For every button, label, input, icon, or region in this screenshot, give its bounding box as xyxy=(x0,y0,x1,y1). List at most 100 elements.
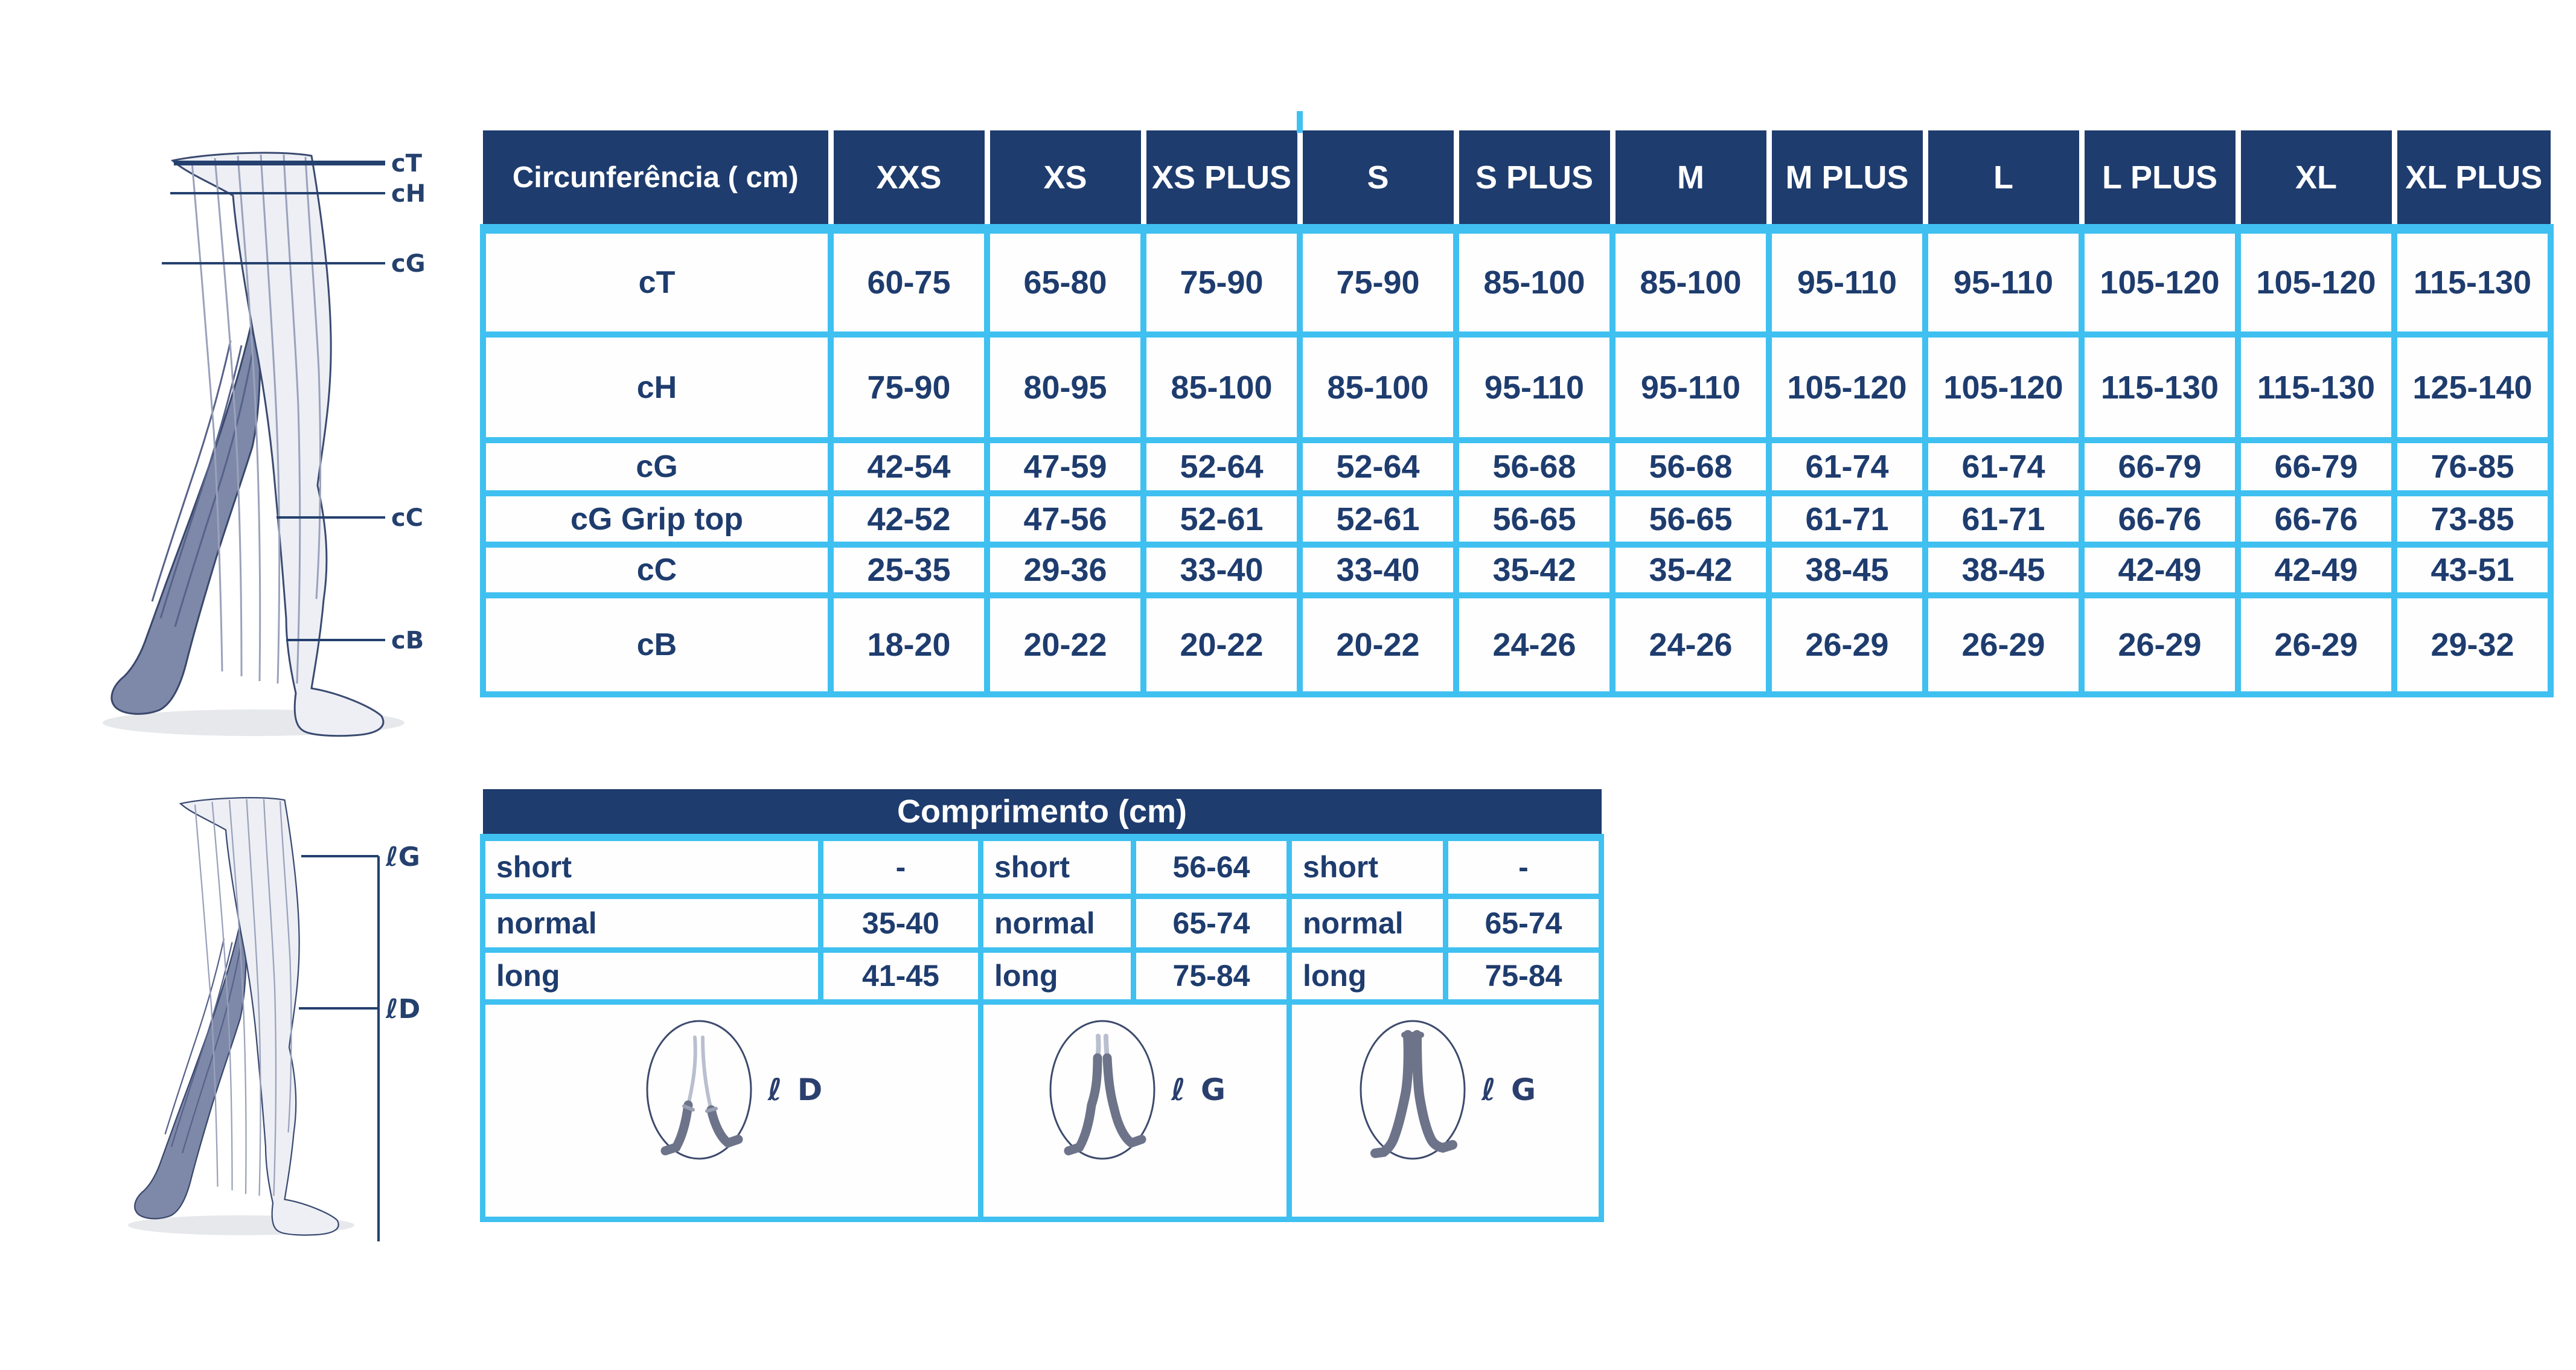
length-label: normal xyxy=(1286,893,1448,953)
size-value-cell: 105-120 xyxy=(1766,331,1928,443)
size-value-cell: 35-42 xyxy=(1453,542,1616,598)
size-table-row: cB 18-20 20-22 20-22 20-22 24-26 24-26 26-29 26-… xyxy=(480,592,2554,697)
size-value-cell: 35-42 xyxy=(1609,542,1772,598)
size-value-cell: 95-110 xyxy=(1766,226,1928,338)
size-column-header: XXS xyxy=(828,130,990,234)
size-value-cell: 125-140 xyxy=(2391,331,2554,443)
size-value-cell: 26-29 xyxy=(2235,592,2397,697)
size-value-cell: 75-90 xyxy=(1297,226,1459,338)
knee-high-sock-icon xyxy=(646,1020,752,1159)
size-value-cell: 73-85 xyxy=(2391,490,2554,548)
size-value-cell: 65-80 xyxy=(984,226,1146,338)
thigh-high-stocking-icon xyxy=(1049,1020,1155,1159)
length-value: 41-45 xyxy=(818,947,983,1005)
length-icon-cell-knee: ℓ D xyxy=(480,999,983,1222)
size-row-label: cT xyxy=(480,226,834,338)
size-value-cell: 52-61 xyxy=(1297,490,1459,548)
length-row-long: long 41-45 long 75-84 long 75-84 xyxy=(480,947,1605,1005)
size-table-row: cC 25-35 29-36 33-40 33-40 35-42 35-42 38-45 38-… xyxy=(480,542,2554,598)
size-value-cell: 56-65 xyxy=(1453,490,1616,548)
size-value-cell: 52-61 xyxy=(1140,490,1303,548)
size-value-cell: 42-49 xyxy=(2079,542,2241,598)
size-value-cell: 115-130 xyxy=(2235,331,2397,443)
size-column-header: L xyxy=(1922,130,2085,234)
length-label: long xyxy=(1286,947,1448,1005)
size-value-cell: 66-76 xyxy=(2079,490,2241,548)
size-value-cell: 20-22 xyxy=(1140,592,1303,697)
size-value-cell: 105-120 xyxy=(2235,226,2397,338)
size-table-row: cT 60-75 65-80 75-90 75-90 85-100 85-100 95-110… xyxy=(480,226,2554,338)
size-value-cell: 38-45 xyxy=(1922,542,2085,598)
size-value-cell: 33-40 xyxy=(1297,542,1459,598)
measure-label-cC: cC xyxy=(391,504,423,532)
size-value-cell: 56-65 xyxy=(1609,490,1772,548)
size-column-header: S PLUS xyxy=(1453,130,1616,234)
back-leg-stripe xyxy=(151,340,232,602)
size-value-cell: 52-64 xyxy=(1297,437,1459,496)
front-leg-stripes xyxy=(191,154,322,684)
length-icon-label: ℓ G xyxy=(1481,1072,1539,1107)
size-column-header: L PLUS xyxy=(2079,130,2241,234)
size-value-cell: 42-54 xyxy=(828,437,990,496)
size-column-header: XS PLUS xyxy=(1140,130,1303,234)
size-value-cell: 61-71 xyxy=(1922,490,2085,548)
size-column-header: XL PLUS xyxy=(2391,130,2551,234)
striped-legs-illustration xyxy=(103,152,404,737)
length-icon-label: ℓ D xyxy=(767,1072,825,1107)
size-value-cell: 66-76 xyxy=(2235,490,2397,548)
length-icon-label: ℓ G xyxy=(1171,1072,1229,1107)
size-value-cell: 20-22 xyxy=(1297,592,1459,697)
measure-label-cT: cT xyxy=(391,150,423,178)
size-row-label: cG Grip top xyxy=(480,490,834,548)
size-row-label: cB xyxy=(480,592,834,697)
size-value-cell: 95-110 xyxy=(1453,331,1616,443)
length-value: 75-84 xyxy=(1442,947,1605,1005)
size-row-label: cH xyxy=(480,331,834,443)
size-table-body: cT 60-75 65-80 75-90 75-90 85-100 85-100 95-110… xyxy=(480,226,2554,697)
size-value-cell: 29-36 xyxy=(984,542,1146,598)
size-table-header-row: Circunferência ( cm) XXS XS XS PLUS S S PLUS M… xyxy=(483,130,2551,234)
size-value-cell: 26-29 xyxy=(1922,592,2085,697)
size-row-label: cG xyxy=(480,437,834,496)
length-icon-cell-thigh: ℓ G xyxy=(978,999,1292,1222)
size-value-cell: 25-35 xyxy=(828,542,990,598)
length-label: short xyxy=(480,834,823,899)
size-value-cell: 60-75 xyxy=(828,226,990,338)
circumference-leader-lines xyxy=(162,161,385,641)
size-column-header: S xyxy=(1297,130,1459,234)
size-value-cell: 33-40 xyxy=(1140,542,1303,598)
length-label: long xyxy=(978,947,1136,1005)
length-value: 56-64 xyxy=(1131,834,1292,899)
size-value-cell: 47-56 xyxy=(984,490,1146,548)
size-value-cell: 43-51 xyxy=(2391,542,2554,598)
measure-label-cG: cG xyxy=(391,250,426,278)
size-value-cell: 26-29 xyxy=(2079,592,2241,697)
length-table: Comprimento (cm) short - short 56-64 sho… xyxy=(480,789,1605,1222)
size-value-cell: 26-29 xyxy=(1766,592,1928,697)
size-column-header: M PLUS xyxy=(1766,130,1928,234)
size-value-cell: 75-90 xyxy=(828,331,990,443)
size-value-cell: 85-100 xyxy=(1140,331,1303,443)
size-value-cell: 66-79 xyxy=(2235,437,2397,496)
length-label: normal xyxy=(480,893,823,953)
size-value-cell: 85-100 xyxy=(1453,226,1616,338)
size-value-cell: 105-120 xyxy=(1922,331,2085,443)
size-value-cell: 61-74 xyxy=(1922,437,2085,496)
size-value-cell: 85-100 xyxy=(1297,331,1459,443)
size-value-cell: 61-74 xyxy=(1766,437,1928,496)
size-table-row: cG Grip top 42-52 47-56 52-61 52-61 56-65 56-6… xyxy=(480,490,2554,548)
back-leg-stripe xyxy=(159,345,243,619)
length-value: 65-74 xyxy=(1442,893,1605,953)
size-value-cell: 52-64 xyxy=(1140,437,1303,496)
size-value-cell: 115-130 xyxy=(2391,226,2554,338)
size-value-cell: 115-130 xyxy=(2079,331,2241,443)
length-label: short xyxy=(1286,834,1448,899)
length-leg-diagram: ℓG ℓD xyxy=(127,797,420,1241)
length-table-title-row: Comprimento (cm) xyxy=(482,789,1602,841)
measure-label-lD: ℓD xyxy=(385,994,420,1025)
size-value-cell: 76-85 xyxy=(2391,437,2554,496)
measure-label-lG: ℓG xyxy=(385,842,420,872)
length-label: normal xyxy=(978,893,1136,953)
size-column-header: XS xyxy=(984,130,1146,234)
length-value: 75-84 xyxy=(1131,947,1292,1005)
